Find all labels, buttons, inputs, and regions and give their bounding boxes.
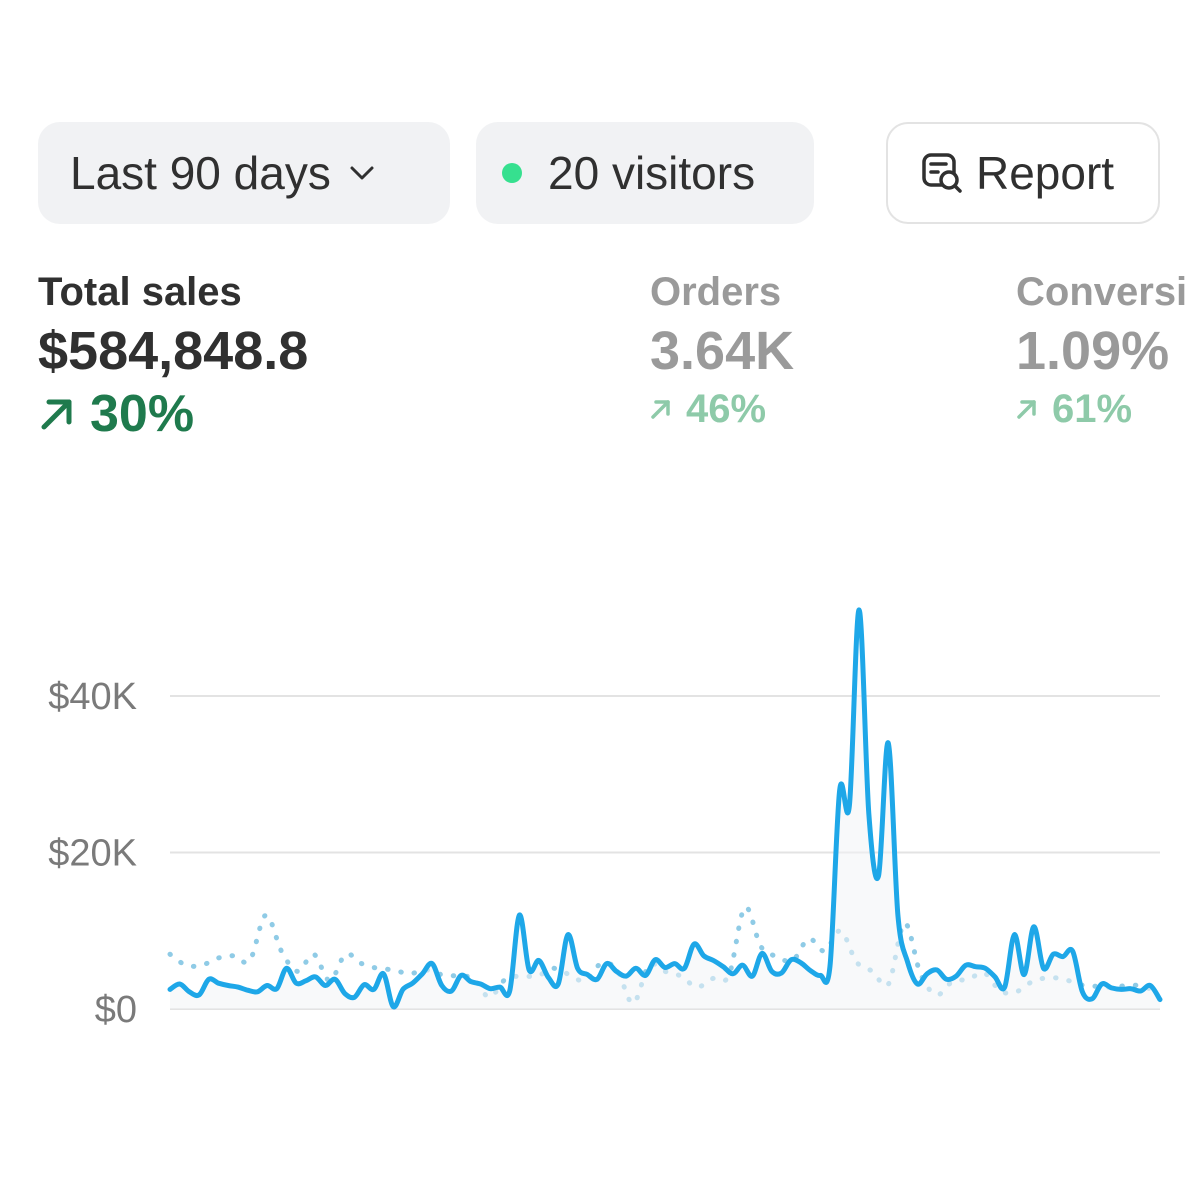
metric-label: Conversi: [1016, 270, 1188, 314]
series-current-line: [167, 607, 1163, 1010]
y-tick-label: $20K: [48, 833, 137, 875]
metric-orders[interactable]: Orders 3.64K 46%: [650, 268, 794, 434]
report-search-icon: [920, 151, 964, 195]
metric-delta: 46%: [650, 384, 794, 434]
metric-value: 3.64K: [650, 321, 795, 381]
chevron-down-icon: [349, 165, 375, 181]
sales-line-chart[interactable]: $0 $20K $40K: [0, 560, 1200, 1060]
metric-total-sales[interactable]: Total sales $584,848.8 30%: [38, 268, 308, 444]
date-range-label: Last 90 days: [70, 147, 331, 199]
metric-value: 1.09%: [1016, 321, 1170, 381]
report-button[interactable]: Report: [886, 122, 1160, 224]
status-dot-icon: [502, 163, 522, 183]
arrow-up-right-icon: [1017, 400, 1036, 419]
metric-delta: 30%: [38, 384, 308, 444]
visitors-label: 20 visitors: [548, 147, 756, 199]
metric-delta-value: 30%: [90, 385, 195, 443]
y-tick-label: $0: [95, 989, 137, 1031]
metric-conversion[interactable]: Conversi 1.09% 61%: [1016, 268, 1187, 434]
metric-value: $584,848.8: [38, 321, 309, 381]
metric-delta-value: 61%: [1052, 387, 1133, 431]
arrow-up-right-icon: [41, 399, 72, 430]
date-range-button[interactable]: Last 90 days: [38, 122, 450, 224]
y-tick-label: $40K: [48, 676, 137, 718]
metric-label: Total sales: [38, 270, 242, 314]
metric-delta-value: 46%: [686, 387, 767, 431]
metric-label: Orders: [650, 270, 782, 314]
series-current-area: [170, 609, 1160, 1009]
live-visitors-button[interactable]: 20 visitors: [476, 122, 814, 224]
toolbar: Last 90 days 20 visitors Repo: [38, 122, 1160, 224]
report-label: Report: [976, 147, 1115, 199]
metric-delta: 61%: [1016, 384, 1187, 434]
arrow-up-right-icon: [651, 400, 670, 419]
